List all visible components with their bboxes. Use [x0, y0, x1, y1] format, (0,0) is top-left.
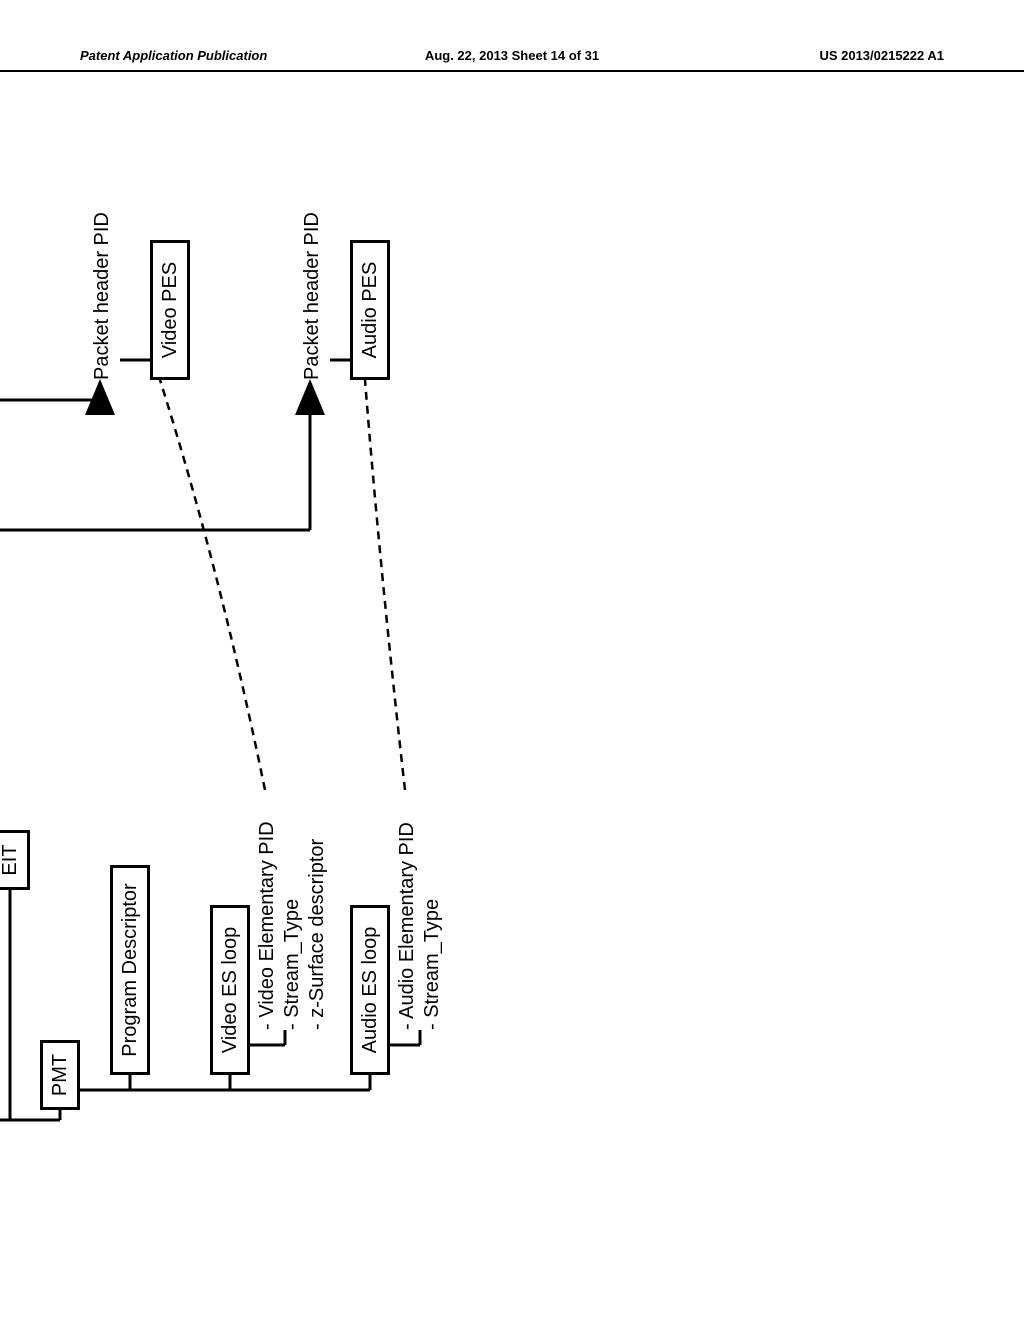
label-audio-pes: Audio PES	[359, 262, 382, 359]
label-video-es-details: - Video Elementary PID - Stream_Type - z…	[255, 821, 330, 1030]
label-packet-header-pid-2: Packet header PID	[300, 212, 325, 380]
label-video-es-loop: Video ES loop	[219, 927, 242, 1053]
video-es-detail-line-3: - z-Surface descriptor	[305, 821, 330, 1030]
box-program-descriptor: Program Descriptor	[110, 865, 150, 1075]
label-eit: EIT	[0, 844, 22, 875]
audio-es-detail-line-2: - Stream_Type	[420, 822, 445, 1030]
header-center: Aug. 22, 2013 Sheet 14 of 31	[425, 48, 599, 63]
video-es-detail-line-2: - Stream_Type	[280, 821, 305, 1030]
box-pmt: PMT	[40, 1040, 80, 1110]
box-audio-es-loop: Audio ES loop	[350, 905, 390, 1075]
box-audio-pes: Audio PES	[350, 240, 390, 380]
label-video-pes: Video PES	[159, 262, 182, 358]
page-header: Patent Application Publication Aug. 22, …	[0, 48, 1024, 72]
figure-stage: FIG. 17 EXAMPLE OF PLACEMENT OF Z-Surfac…	[0, 170, 460, 1170]
video-es-detail-line-1: - Video Elementary PID	[255, 821, 280, 1030]
page: Patent Application Publication Aug. 22, …	[0, 0, 1024, 1320]
box-eit: EIT	[0, 830, 30, 890]
header-left: Patent Application Publication	[80, 48, 267, 63]
label-packet-header-pid-1: Packet header PID	[90, 212, 115, 380]
label-program-descriptor: Program Descriptor	[119, 883, 142, 1056]
label-audio-es-details: - Audio Elementary PID - Stream_Type	[395, 822, 445, 1030]
label-pmt: PMT	[49, 1054, 72, 1096]
header-right: US 2013/0215222 A1	[819, 48, 944, 63]
audio-es-detail-line-1: - Audio Elementary PID	[395, 822, 420, 1030]
figure-rotated-container: FIG. 17 EXAMPLE OF PLACEMENT OF Z-Surfac…	[0, 350, 1000, 990]
box-video-es-loop: Video ES loop	[210, 905, 250, 1075]
box-video-pes: Video PES	[150, 240, 190, 380]
label-audio-es-loop: Audio ES loop	[359, 927, 382, 1054]
